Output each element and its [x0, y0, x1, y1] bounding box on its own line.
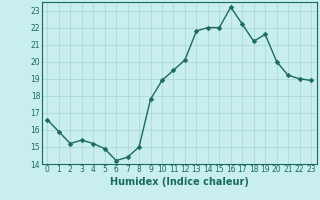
X-axis label: Humidex (Indice chaleur): Humidex (Indice chaleur)	[110, 177, 249, 187]
